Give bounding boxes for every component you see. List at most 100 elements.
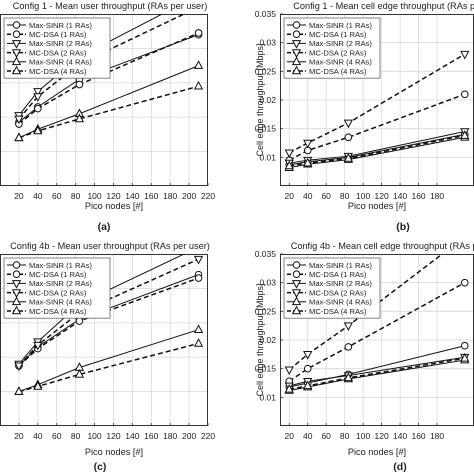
x-tick-label: 160 bbox=[144, 431, 158, 441]
legend-entry: Max-SINR (2 RAs) bbox=[29, 39, 92, 48]
legend-marker bbox=[291, 65, 302, 75]
series-line-2 bbox=[288, 93, 466, 161]
legend-marker bbox=[291, 40, 302, 49]
y-tick-label: 0.025 bbox=[255, 66, 277, 76]
series-line-6 bbox=[18, 85, 199, 139]
legend: Max-SINR (1 RAs)MC-DSA (1 RAs)Max-SINR (… bbox=[283, 257, 381, 319]
x-tick-label: 40 bbox=[303, 431, 313, 441]
data-point bbox=[194, 29, 203, 37]
data-point bbox=[14, 386, 24, 395]
data-point bbox=[33, 381, 43, 390]
data-point bbox=[343, 153, 353, 162]
axes-frame bbox=[0, 14, 208, 186]
chart-title: Config 4b - Mean cell edge throughput (R… bbox=[291, 241, 474, 251]
series-line-4 bbox=[18, 14, 186, 120]
panel-caption: (a) bbox=[98, 221, 111, 233]
x-tick-label: 160 bbox=[411, 431, 425, 441]
x-tick-label: 60 bbox=[52, 191, 62, 201]
y-tick-label: 0.03 bbox=[259, 278, 276, 288]
data-point bbox=[193, 338, 204, 347]
data-point bbox=[33, 93, 43, 102]
data-point bbox=[343, 119, 353, 129]
x-tick-label: 140 bbox=[393, 191, 407, 201]
x-tick-label: 80 bbox=[71, 191, 81, 201]
series-line-5 bbox=[289, 359, 465, 391]
series-line-4 bbox=[288, 53, 466, 154]
series-line-5 bbox=[18, 65, 199, 139]
x-tick-label: 120 bbox=[375, 431, 389, 441]
data-point bbox=[33, 88, 43, 97]
data-point bbox=[75, 80, 84, 89]
legend-entry: Max-SINR (2 RAs) bbox=[309, 39, 372, 48]
y-tick-label: 0.015 bbox=[255, 364, 277, 374]
panel-caption: (b) bbox=[396, 221, 409, 233]
x-tick-label: 40 bbox=[303, 191, 313, 201]
data-point bbox=[193, 255, 204, 265]
chart-panel-d: 20 40 60 80 100 120 140 160 180 0.01 0.015 0.02 0.02… bbox=[255, 241, 474, 473]
legend-entry: MC-DSA (1 RAs) bbox=[309, 270, 367, 279]
x-tick-label: 20 bbox=[14, 191, 24, 201]
data-point bbox=[343, 322, 353, 332]
series-layer bbox=[14, 14, 204, 142]
legend-entry: Max-SINR (1 RAs) bbox=[29, 21, 92, 30]
data-point bbox=[460, 352, 470, 362]
series-line-2 bbox=[18, 32, 199, 125]
x-tick-label: 120 bbox=[106, 431, 120, 441]
y-tick-label: 0.01 bbox=[259, 152, 276, 162]
data-point bbox=[460, 50, 470, 60]
data-point bbox=[14, 115, 24, 125]
data-point bbox=[460, 341, 469, 350]
data-point bbox=[284, 366, 294, 376]
legend-entry: Max-SINR (2 RAs) bbox=[309, 279, 372, 288]
legend-marker bbox=[291, 49, 302, 58]
x-tick-label: 160 bbox=[144, 191, 158, 201]
x-tick-label: 80 bbox=[340, 431, 350, 441]
data-point bbox=[193, 324, 204, 333]
legend-entry: MC-DSA (1 RAs) bbox=[29, 270, 87, 279]
x-tick-label: 20 bbox=[14, 431, 24, 441]
x-tick-label: 180 bbox=[163, 431, 177, 441]
legend-marker bbox=[292, 261, 301, 269]
chart-panel-a: 20 40 60 80 100 120 140 160 180 200 220 Max-SINR (1… bbox=[0, 1, 215, 233]
series-layer bbox=[14, 254, 204, 395]
legend-box bbox=[283, 17, 381, 79]
x-tick-label: 60 bbox=[321, 191, 331, 201]
x-tick-label: 60 bbox=[321, 431, 331, 441]
x-tick-label: 40 bbox=[33, 431, 43, 441]
x-tick-label: 140 bbox=[393, 431, 407, 441]
legend-marker bbox=[291, 305, 302, 315]
legend-marker bbox=[291, 289, 302, 298]
y-tick-label: 0.035 bbox=[255, 9, 277, 19]
legend-box bbox=[3, 257, 111, 319]
data-point bbox=[193, 80, 204, 90]
data-point bbox=[33, 125, 43, 135]
legend-entry: MC-DSA (2 RAs) bbox=[309, 288, 367, 297]
chart-panel-b: 20 40 60 80 100 120 140 160 180 0.01 0.015 0.02 0.02… bbox=[255, 1, 474, 233]
legend: Max-SINR (1 RAs)MC-DSA (1 RAs)Max-SINR (… bbox=[3, 17, 111, 79]
legend-entry: MC-DSA (4 RAs) bbox=[29, 67, 87, 76]
legend: Max-SINR (1 RAs)MC-DSA (1 RAs)Max-SINR (… bbox=[3, 257, 111, 319]
data-point bbox=[34, 104, 42, 113]
x-tick-label: 80 bbox=[340, 191, 350, 201]
chart-title: Config 1 - Mean cell edge throughput (RA… bbox=[293, 1, 474, 11]
series-line-4 bbox=[18, 258, 199, 367]
x-tick-label: 100 bbox=[87, 191, 101, 201]
legend-marker bbox=[291, 56, 302, 66]
legend-entry: Max-SINR (4 RAs) bbox=[309, 58, 372, 67]
x-tick-label: 180 bbox=[163, 191, 177, 201]
legend-marker bbox=[11, 65, 22, 75]
series-line-3 bbox=[18, 254, 186, 365]
data-point bbox=[74, 113, 85, 123]
series-line-3 bbox=[289, 356, 465, 387]
x-axis-label: Pico nodes [#] bbox=[85, 201, 143, 211]
x-tick-label: 180 bbox=[430, 431, 444, 441]
panel-caption: (d) bbox=[393, 461, 406, 473]
series-line-1 bbox=[289, 133, 465, 166]
data-point bbox=[284, 383, 294, 393]
x-tick-label: 100 bbox=[356, 191, 370, 201]
y-tick-label: 0.025 bbox=[255, 306, 277, 316]
legend-entry: MC-DSA (4 RAs) bbox=[309, 307, 367, 316]
axes-frame bbox=[0, 254, 208, 426]
legend-entry: MC-DSA (1 RAs) bbox=[309, 30, 367, 39]
